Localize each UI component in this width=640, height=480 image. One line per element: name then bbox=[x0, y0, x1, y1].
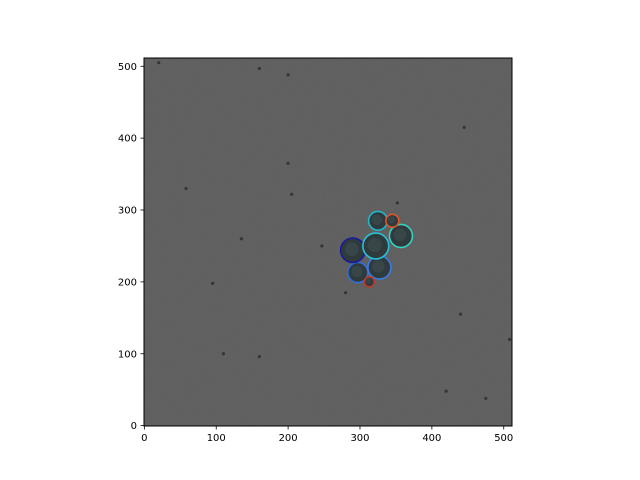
x-tick-label: 200 bbox=[279, 433, 298, 444]
y-tick-label: 500 bbox=[118, 62, 137, 73]
cell-nucleus bbox=[371, 214, 383, 225]
debris-speck bbox=[221, 352, 226, 356]
cell-cluster bbox=[339, 210, 414, 288]
cell-outline bbox=[346, 261, 369, 284]
debris-speck bbox=[157, 61, 161, 65]
cell bbox=[362, 232, 390, 260]
cell bbox=[367, 255, 392, 280]
debris-speck bbox=[184, 186, 188, 191]
x-axis: 0 100 200 300 400 500 bbox=[141, 426, 513, 444]
cell-nucleus bbox=[351, 266, 363, 278]
cell bbox=[388, 223, 414, 249]
microscopy-image bbox=[144, 58, 512, 426]
cell-outline bbox=[388, 223, 414, 249]
cell bbox=[367, 210, 389, 231]
x-tick-label: 300 bbox=[350, 433, 369, 444]
y-tick-label: 400 bbox=[118, 134, 137, 145]
cell-outline bbox=[363, 276, 376, 288]
cell-outline bbox=[385, 213, 400, 229]
cell-nucleus bbox=[365, 278, 372, 284]
cell-nucleus bbox=[345, 242, 359, 256]
debris-speck bbox=[462, 125, 466, 129]
x-tick-label: 0 bbox=[141, 433, 147, 444]
debris-speck bbox=[344, 291, 348, 295]
debris-speck bbox=[320, 244, 324, 248]
cell bbox=[346, 261, 369, 284]
x-tick-label: 400 bbox=[422, 433, 441, 444]
cell-nucleus bbox=[387, 216, 395, 224]
debris-speck bbox=[257, 355, 261, 359]
debris-speck bbox=[395, 201, 399, 205]
cell-nucleus bbox=[367, 237, 382, 253]
debris-speck bbox=[286, 73, 290, 77]
debris-speck bbox=[290, 192, 294, 196]
debris-specks bbox=[157, 61, 512, 400]
x-tick-label: 100 bbox=[207, 433, 226, 444]
debris-speck bbox=[257, 66, 261, 71]
debris-speck bbox=[239, 237, 243, 241]
debris-speck bbox=[459, 312, 463, 316]
debris-speck bbox=[444, 389, 448, 393]
cell bbox=[339, 237, 366, 264]
y-tick-label: 0 bbox=[131, 421, 137, 432]
debris-speck bbox=[211, 281, 215, 285]
axes-frame bbox=[143, 57, 513, 427]
debris-speck bbox=[484, 396, 488, 400]
x-tick-label: 500 bbox=[494, 433, 513, 444]
cell-nucleus bbox=[393, 228, 407, 242]
y-tick-label: 100 bbox=[118, 349, 137, 360]
y-tick-label: 200 bbox=[118, 277, 137, 288]
cell bbox=[363, 276, 376, 288]
cell bbox=[385, 213, 400, 229]
y-axis: 0 100 200 300 400 500 bbox=[118, 62, 144, 432]
cell-outline bbox=[362, 232, 390, 260]
y-tick-label: 300 bbox=[118, 206, 137, 217]
cell-nucleus bbox=[372, 260, 385, 273]
debris-speck bbox=[507, 337, 512, 341]
image-grain bbox=[144, 58, 512, 426]
debris-speck bbox=[286, 161, 290, 165]
